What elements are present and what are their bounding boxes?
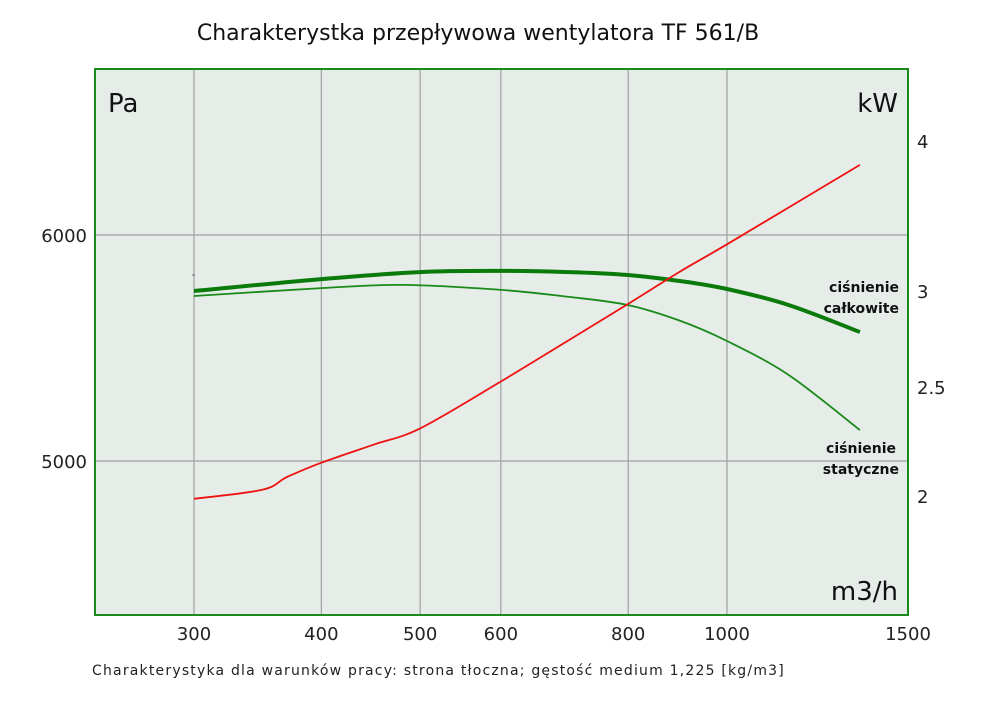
y2-tick-label: 2 xyxy=(917,487,928,508)
x-tick-labels: 300 400 500 600 800 1000 1500 xyxy=(177,624,931,645)
total-pressure-curve xyxy=(193,268,861,334)
chart-title: Charakterystka przepływowa wentylatora T… xyxy=(197,21,759,46)
x-tick-label: 600 xyxy=(484,624,518,645)
series-label-static-line2: statyczne xyxy=(823,462,899,478)
x-tick-label: 500 xyxy=(403,624,437,645)
y-axis-unit: Pa xyxy=(108,89,138,119)
x-tick-label: 1000 xyxy=(704,624,750,645)
series-label-total-line1: ciśnienie xyxy=(829,280,899,296)
plot-frame xyxy=(94,68,909,616)
y2-tick-labels: 2 2.5 3 4 xyxy=(917,132,946,508)
y-tick-label: 6000 xyxy=(41,226,87,247)
series-label-static-line1: ciśnienie xyxy=(826,441,896,457)
y2-axis-unit: kW xyxy=(857,89,898,119)
power-curve xyxy=(193,164,861,500)
footnote: Charakterystyka dla warunków pracy: stro… xyxy=(92,663,785,679)
y-tick-label: 5000 xyxy=(41,452,87,473)
series-layer xyxy=(193,164,861,500)
x-tick-label: 400 xyxy=(304,624,338,645)
y2-tick-label: 4 xyxy=(917,132,928,153)
plot-area xyxy=(95,69,908,615)
y-tick-labels: 5000 6000 xyxy=(41,226,87,473)
static-pressure-curve xyxy=(193,283,861,431)
x-axis-unit: m3/h xyxy=(831,577,898,607)
y2-tick-label: 3 xyxy=(917,282,928,303)
series-label-total-line2: całkowite xyxy=(824,301,899,317)
y2-tick-label: 2.5 xyxy=(917,378,946,399)
x-tick-label: 1500 xyxy=(885,624,931,645)
x-tick-label: 800 xyxy=(611,624,645,645)
x-tick-label: 300 xyxy=(177,624,211,645)
